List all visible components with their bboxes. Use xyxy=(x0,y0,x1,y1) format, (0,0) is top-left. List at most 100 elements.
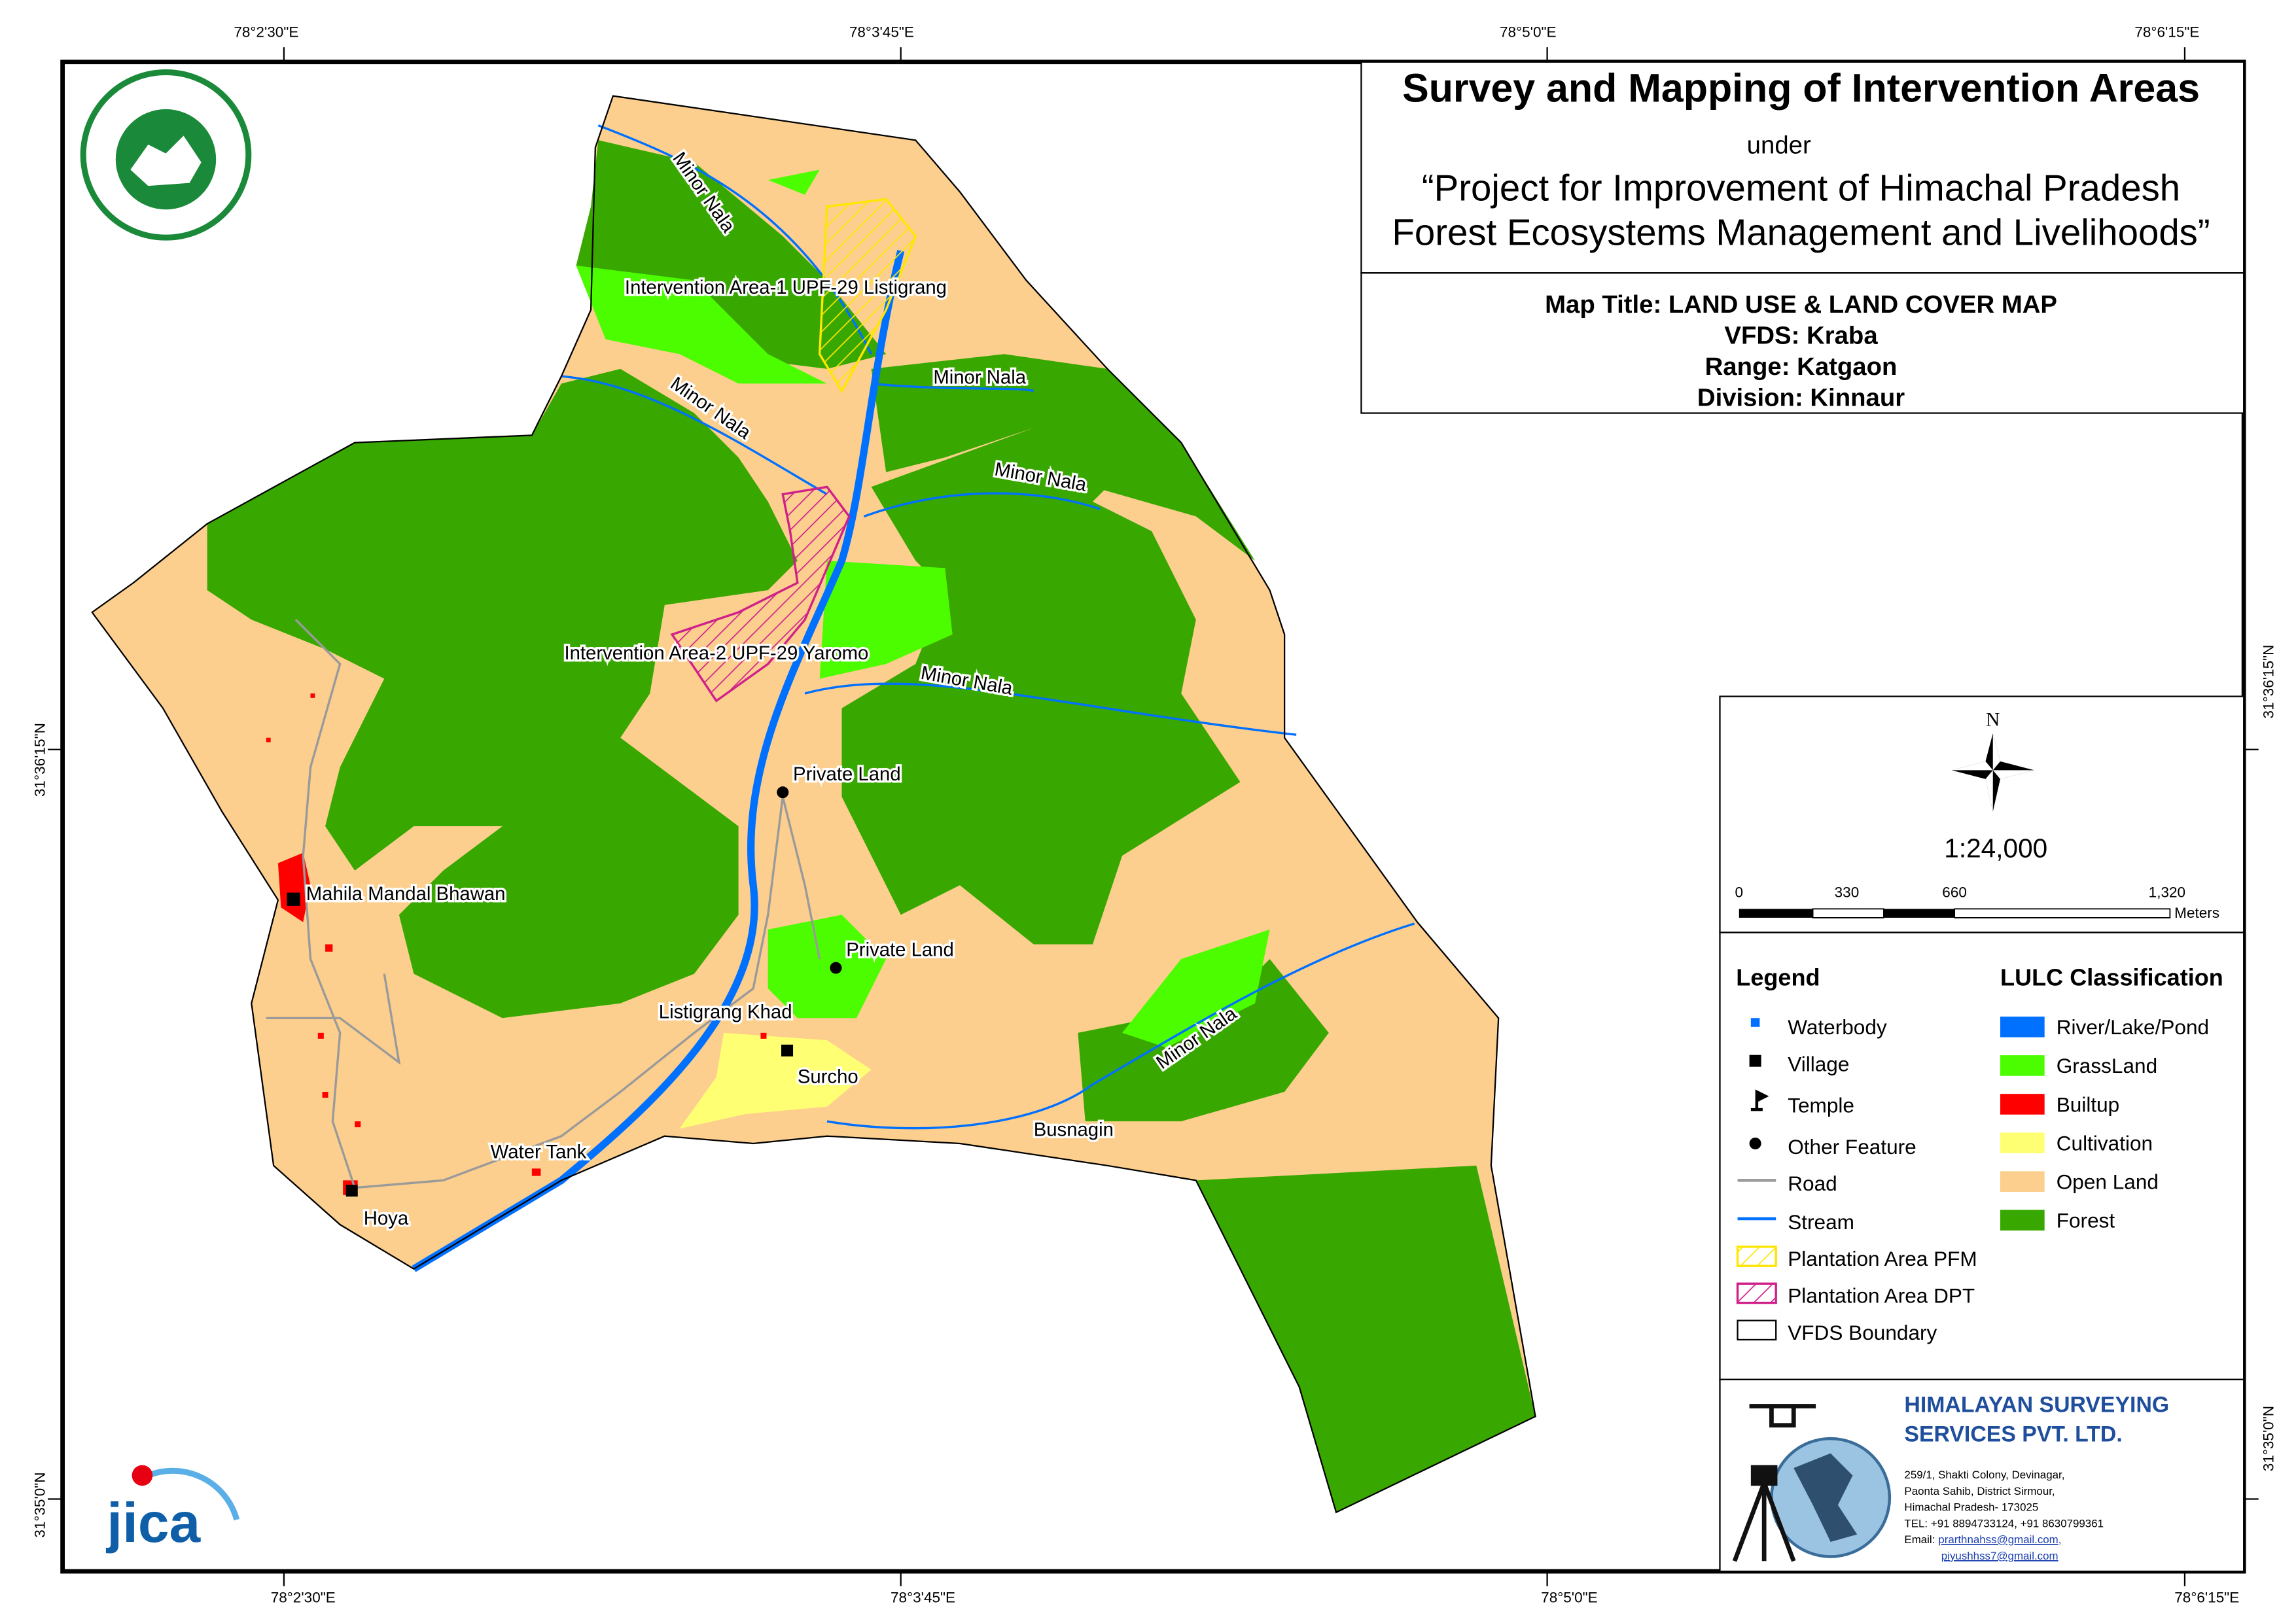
scale-bar xyxy=(1739,908,2171,918)
map-label: Listigrang Khad xyxy=(659,1001,792,1022)
plantation-dpt xyxy=(670,485,851,703)
lulc-label: River/Lake/Pond xyxy=(2057,1015,2209,1039)
coord-label: 78°6'15"E xyxy=(2174,1589,2239,1605)
lulc-label: GrassLand xyxy=(2057,1054,2157,1077)
company-address: TEL: +91 8894733124, +91 8630799361 xyxy=(1904,1517,2104,1529)
lulc-swatch xyxy=(2000,1094,2045,1115)
builtup xyxy=(355,1121,361,1128)
scale-segment xyxy=(1739,909,1813,918)
symbol-temple xyxy=(1750,1089,1769,1111)
vfds-boundary xyxy=(91,95,1536,1514)
project-line: Forest Ecosystems Management and Livelih… xyxy=(1392,211,2210,253)
project-line: “Project for Improvement of Himachal Pra… xyxy=(1422,167,2180,209)
scale-tick: 1,320 xyxy=(2149,884,2185,900)
village xyxy=(287,892,300,906)
subtitle: under xyxy=(1747,131,1811,160)
graticule xyxy=(48,47,2259,1586)
logo-text: jica xyxy=(105,1492,201,1554)
legend-label: Road xyxy=(1788,1172,1837,1195)
title-box xyxy=(1360,61,2245,274)
stream xyxy=(863,492,1101,517)
stream xyxy=(826,922,1415,1130)
company-name: SERVICES PVT. LTD. xyxy=(1904,1422,2122,1447)
lulc-title: LULC Classification xyxy=(2000,964,2223,991)
coord-label: 78°5'0"E xyxy=(1541,1589,1598,1605)
legend-label: Other Feature xyxy=(1788,1135,1916,1159)
legend-symbols xyxy=(1736,1018,1777,1341)
map-info: Map Title: LAND USE & LAND COVER MAP VFDS… xyxy=(1545,290,2057,411)
scale-segment xyxy=(1812,908,1884,918)
grassland xyxy=(768,915,887,1019)
road xyxy=(294,619,356,1189)
legend-label: Plantation Area PFM xyxy=(1788,1247,1977,1270)
forest xyxy=(1195,1165,1536,1512)
drone xyxy=(1749,1404,1816,1428)
company-address: Paonta Sahib, District Sirmour, xyxy=(1904,1485,2055,1497)
map-label: Private Land xyxy=(793,763,901,785)
coord-label: 78°3'45"E xyxy=(849,24,914,40)
grassland xyxy=(819,561,953,679)
lulc-swatch xyxy=(2000,1055,2045,1076)
forest xyxy=(1078,959,1329,1122)
roads xyxy=(266,619,821,1189)
coord-label: 31°36'15"N xyxy=(32,723,48,797)
globe-land xyxy=(1793,1453,1858,1542)
scale-segment xyxy=(1883,909,1955,918)
email-label: Email: xyxy=(1904,1533,1935,1546)
coord-label: 31°35'0"N xyxy=(2260,1406,2276,1471)
lulc-label: Forest xyxy=(2057,1209,2115,1232)
symbol-waterbody xyxy=(1750,1018,1760,1027)
logo-arc xyxy=(147,1467,240,1521)
builtup xyxy=(760,1032,767,1039)
symbol-village xyxy=(1749,1055,1761,1067)
camera xyxy=(1750,1465,1778,1486)
email: prarthnahss@gmail.com, xyxy=(1938,1533,2061,1546)
lulc-label: Open Land xyxy=(2057,1170,2159,1193)
lulc-label: Cultivation xyxy=(2057,1131,2153,1155)
scale-box xyxy=(1719,695,2245,934)
grassland xyxy=(768,169,820,195)
map-label: Busnagin xyxy=(1034,1119,1114,1141)
company-info: HIMALAYAN SURVEYING SERVICES PVT. LTD. 259… xyxy=(1904,1392,2169,1562)
email: piyushhss7@gmail.com xyxy=(1941,1550,2058,1562)
map-info-line: Range: Katgaon xyxy=(1705,353,1898,381)
lulc-swatch xyxy=(2000,1171,2045,1192)
legend-title: Legend xyxy=(1736,964,1820,991)
company-address: Himachal Pradesh- 173025 xyxy=(1904,1501,2038,1514)
info-box xyxy=(1360,272,2245,414)
builtup xyxy=(531,1168,541,1176)
builtup xyxy=(266,737,271,742)
stream xyxy=(804,682,1297,736)
stream xyxy=(561,375,828,496)
coord-label: 78°2'30"E xyxy=(271,1589,336,1605)
coord-label: 78°6'15"E xyxy=(2134,24,2199,40)
legend-items: Waterbody Village Temple Other Feature Road S… xyxy=(1788,1015,1977,1344)
forest xyxy=(871,354,1256,561)
road xyxy=(781,796,821,960)
builtup xyxy=(322,1092,328,1098)
legend-label: Temple xyxy=(1788,1094,1854,1117)
coord-label: 78°2'30"E xyxy=(234,24,298,40)
coord-label: 31°35'0"N xyxy=(32,1472,48,1537)
map-label: Intervention Area-2 UPF-29 Yaromo xyxy=(564,642,868,664)
other-feature xyxy=(777,786,789,799)
map-info-line: Division: Kinnaur xyxy=(1697,383,1905,411)
map-label: Intervention Area-1 UPF-29 Listigrang xyxy=(625,277,947,298)
company-address: 259/1, Shakti Colony, Devinagar, xyxy=(1904,1469,2064,1481)
coordinates: 78°2'30"E 78°3'45"E 78°5'0"E 78°6'15"E 7… xyxy=(32,24,2277,1605)
symbol-boundary xyxy=(1737,1319,1777,1341)
lulc-label: Builtup xyxy=(2057,1092,2120,1116)
forest xyxy=(841,428,1241,945)
legend-label: Plantation Area DPT xyxy=(1788,1284,1975,1308)
grassland xyxy=(1122,929,1270,1048)
forest-dept-logo xyxy=(80,69,252,241)
tripod xyxy=(1732,1482,1796,1562)
builtup xyxy=(310,693,315,698)
scale-tick: 0 xyxy=(1735,884,1744,900)
lulc-swatch xyxy=(2000,1132,2045,1153)
company-name: HIMALAYAN SURVEYING xyxy=(1904,1392,2169,1417)
forest xyxy=(207,368,798,1019)
map-label: Hoya xyxy=(364,1208,409,1229)
